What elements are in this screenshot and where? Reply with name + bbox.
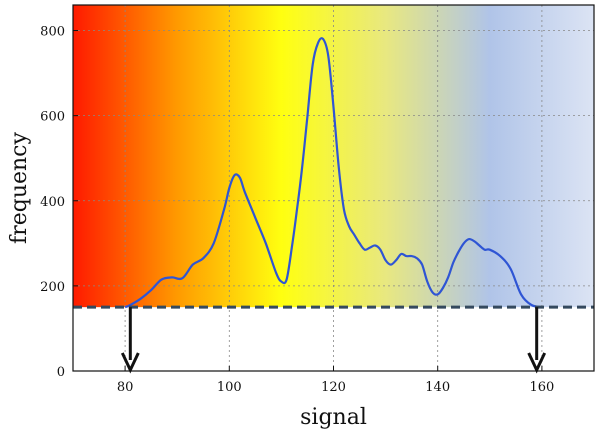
x-tick-label: 100 [217,380,242,395]
y-axis-title: frequency [7,131,32,243]
arrow-markers [120,307,547,374]
series-line [124,37,543,309]
y-tick-label: 800 [40,25,65,40]
y-tick-label: 400 [40,195,65,210]
series-layer [124,37,543,309]
y-tick-label: 600 [40,110,65,125]
down-arrow-icon [120,352,140,374]
x-tick-label: 80 [117,380,134,395]
y-tick-label: 0 [57,365,65,380]
x-tick-label: 160 [529,380,554,395]
x-tick-label: 120 [321,380,346,395]
down-arrow-icon [527,352,547,374]
y-tick-label: 200 [40,280,65,295]
x-axis-title: signal [300,405,367,430]
axis-ticks: 80 100 120 140 160 0 200 400 600 800 [40,25,554,395]
x-tick-label: 140 [425,380,450,395]
